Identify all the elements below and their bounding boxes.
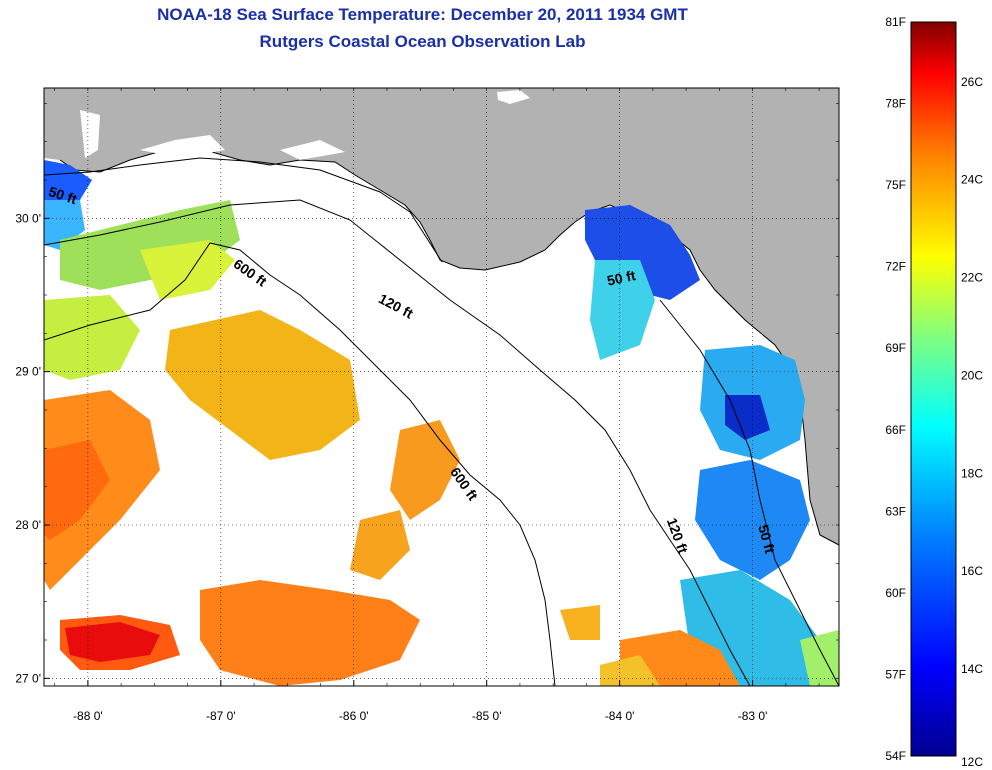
- colorbar-f-label: 63F: [885, 504, 906, 518]
- sst-data-patches: [44, 160, 839, 686]
- colorbar-c-label: 14C: [961, 662, 983, 676]
- colorbar: [910, 21, 957, 757]
- contour-120ft: [44, 199, 751, 686]
- colorbar-c-label: 12C: [961, 755, 983, 769]
- contour-50ft-west: [44, 157, 443, 263]
- lat-tick-label: 28 0': [15, 518, 41, 532]
- land-mass: [44, 88, 839, 545]
- contour-600ft: [44, 242, 556, 686]
- colorbar-f-label: 69F: [885, 341, 906, 355]
- colorbar-f-label: 72F: [885, 260, 906, 274]
- coastal-bay-white-2: [140, 135, 225, 158]
- map-subtitle: Rutgers Coastal Ocean Observation Lab: [259, 32, 586, 51]
- map-plot-area: [44, 88, 839, 686]
- coastline-bays: [59, 149, 839, 546]
- lon-tick-label: -88 0': [73, 709, 103, 723]
- coastal-bay-white-3: [280, 140, 345, 160]
- colorbar-c-label: 24C: [961, 173, 983, 187]
- colorbar-c-label: 18C: [961, 466, 983, 480]
- lat-tick-label: 27 0': [15, 671, 41, 685]
- graticule: [44, 88, 839, 686]
- contour-label: 50 ft: [755, 523, 778, 555]
- map-frame: [43, 87, 840, 687]
- colorbar-c-label: 22C: [961, 271, 983, 285]
- colorbar-f-label: 54F: [885, 749, 906, 763]
- contour-50ft-east: [659, 299, 839, 686]
- lon-tick-label: -86 0': [339, 709, 369, 723]
- lat-tick-label: 30 0': [15, 211, 41, 225]
- lon-tick-label: -83 0': [738, 709, 768, 723]
- colorbar-f-label: 60F: [885, 586, 906, 600]
- axis-ticks: -88 0' -87 0' -86 0' -85 0' -84 0' -83 0' 30 0…: [15, 88, 839, 723]
- colorbar-f-label: 66F: [885, 423, 906, 437]
- map-title: NOAA-18 Sea Surface Temperature: Decembe…: [157, 5, 688, 24]
- contour-label: 50 ft: [606, 267, 638, 289]
- colorbar-f-label: 78F: [885, 97, 906, 111]
- lon-tick-label: -85 0': [472, 709, 502, 723]
- colorbar-labels: 81F 78F 75F 72F 69F 66F 63F 60F 57F 54F 26C 24C 22C 2…: [885, 15, 983, 769]
- colorbar-f-label: 57F: [885, 667, 906, 681]
- colorbar-f-label: 81F: [885, 15, 906, 29]
- colorbar-c-label: 20C: [961, 368, 983, 382]
- lon-tick-label: -84 0': [605, 709, 635, 723]
- coastal-bay-white: [80, 110, 100, 158]
- colorbar-f-label: 75F: [885, 178, 906, 192]
- lat-tick-label: 29 0': [15, 365, 41, 379]
- colorbar-c-label: 26C: [961, 75, 983, 89]
- lon-tick-label: -87 0': [206, 709, 236, 723]
- colorbar-c-label: 16C: [961, 564, 983, 578]
- lake-white: [497, 90, 530, 104]
